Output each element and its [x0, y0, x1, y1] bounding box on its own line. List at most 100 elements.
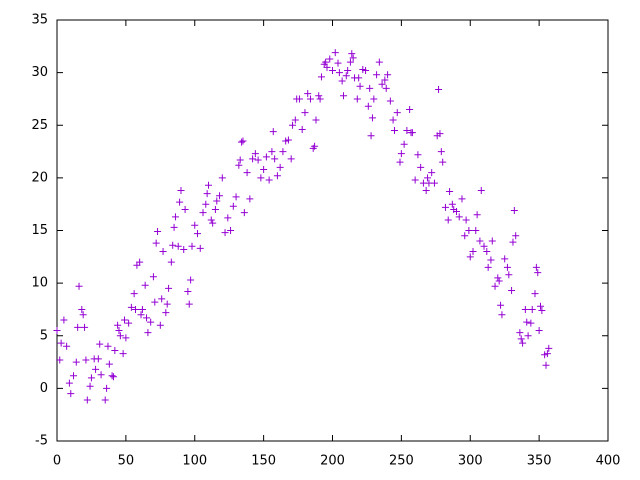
point [469, 248, 477, 256]
point [120, 316, 128, 324]
point [221, 229, 229, 237]
point [265, 176, 273, 184]
point [138, 305, 146, 313]
point [238, 138, 246, 146]
point [306, 95, 314, 103]
point [74, 323, 82, 331]
point [251, 150, 259, 158]
x-tick-label: 350 [527, 454, 552, 469]
point [185, 300, 193, 308]
point [381, 76, 389, 84]
point [537, 302, 545, 310]
point [298, 125, 306, 133]
point [174, 242, 182, 250]
point [317, 73, 325, 81]
point [344, 67, 352, 75]
point [458, 195, 466, 203]
point [177, 187, 185, 195]
point [199, 209, 207, 217]
point [227, 227, 235, 234]
point [56, 356, 64, 364]
point [144, 329, 152, 337]
point [159, 248, 167, 256]
point [125, 319, 133, 327]
point [295, 95, 303, 103]
point [224, 214, 232, 222]
point [165, 284, 173, 292]
point [340, 92, 348, 100]
point [268, 148, 276, 156]
point [276, 163, 284, 171]
point [353, 95, 361, 103]
point [535, 326, 543, 334]
point [127, 303, 135, 311]
point [147, 318, 155, 326]
y-tick-label: -5 [35, 434, 48, 449]
point [396, 158, 404, 166]
point [209, 219, 217, 227]
point [304, 90, 312, 98]
point [162, 309, 170, 317]
point [393, 109, 401, 117]
point [75, 282, 83, 290]
point [403, 127, 411, 135]
point [254, 156, 262, 164]
x-tick-label: 300 [458, 454, 483, 469]
point [366, 84, 374, 92]
point [389, 116, 397, 124]
point [289, 121, 297, 129]
point [216, 192, 224, 200]
point [543, 350, 551, 358]
y-tick-label: 20 [31, 170, 48, 185]
point [424, 174, 432, 182]
point [246, 195, 254, 203]
point [240, 209, 248, 217]
point [483, 248, 491, 256]
x-tick-label: 400 [596, 454, 621, 469]
point [384, 71, 392, 79]
point [476, 237, 484, 245]
point [86, 382, 94, 390]
point [82, 356, 90, 364]
point [262, 153, 270, 161]
point [101, 396, 109, 404]
point [480, 242, 488, 250]
point [491, 282, 499, 290]
point [446, 188, 454, 196]
point [542, 361, 550, 369]
plot-border [56, 19, 609, 442]
point [203, 190, 211, 198]
x-tick-label: 50 [118, 454, 135, 469]
point [92, 365, 100, 373]
point [180, 245, 188, 253]
point [465, 227, 473, 234]
point [527, 319, 535, 327]
point [435, 85, 443, 93]
point [136, 258, 144, 266]
point [455, 213, 463, 221]
point [311, 142, 319, 150]
point [60, 316, 68, 324]
point [538, 306, 546, 314]
point [202, 200, 210, 208]
point [501, 255, 509, 263]
point [508, 286, 516, 294]
point [97, 371, 105, 379]
point [364, 102, 372, 110]
point [154, 228, 162, 236]
point [444, 216, 452, 224]
point [368, 114, 376, 122]
point [329, 67, 336, 75]
point [406, 105, 414, 113]
y-tick-label: 35 [31, 13, 48, 28]
point [103, 384, 111, 392]
point [235, 161, 243, 169]
point [273, 172, 281, 180]
point [523, 318, 531, 326]
point [122, 334, 130, 342]
point [171, 213, 179, 221]
y-tick-label: 15 [31, 223, 48, 238]
point [213, 197, 221, 205]
point [87, 374, 95, 382]
point [524, 332, 532, 340]
